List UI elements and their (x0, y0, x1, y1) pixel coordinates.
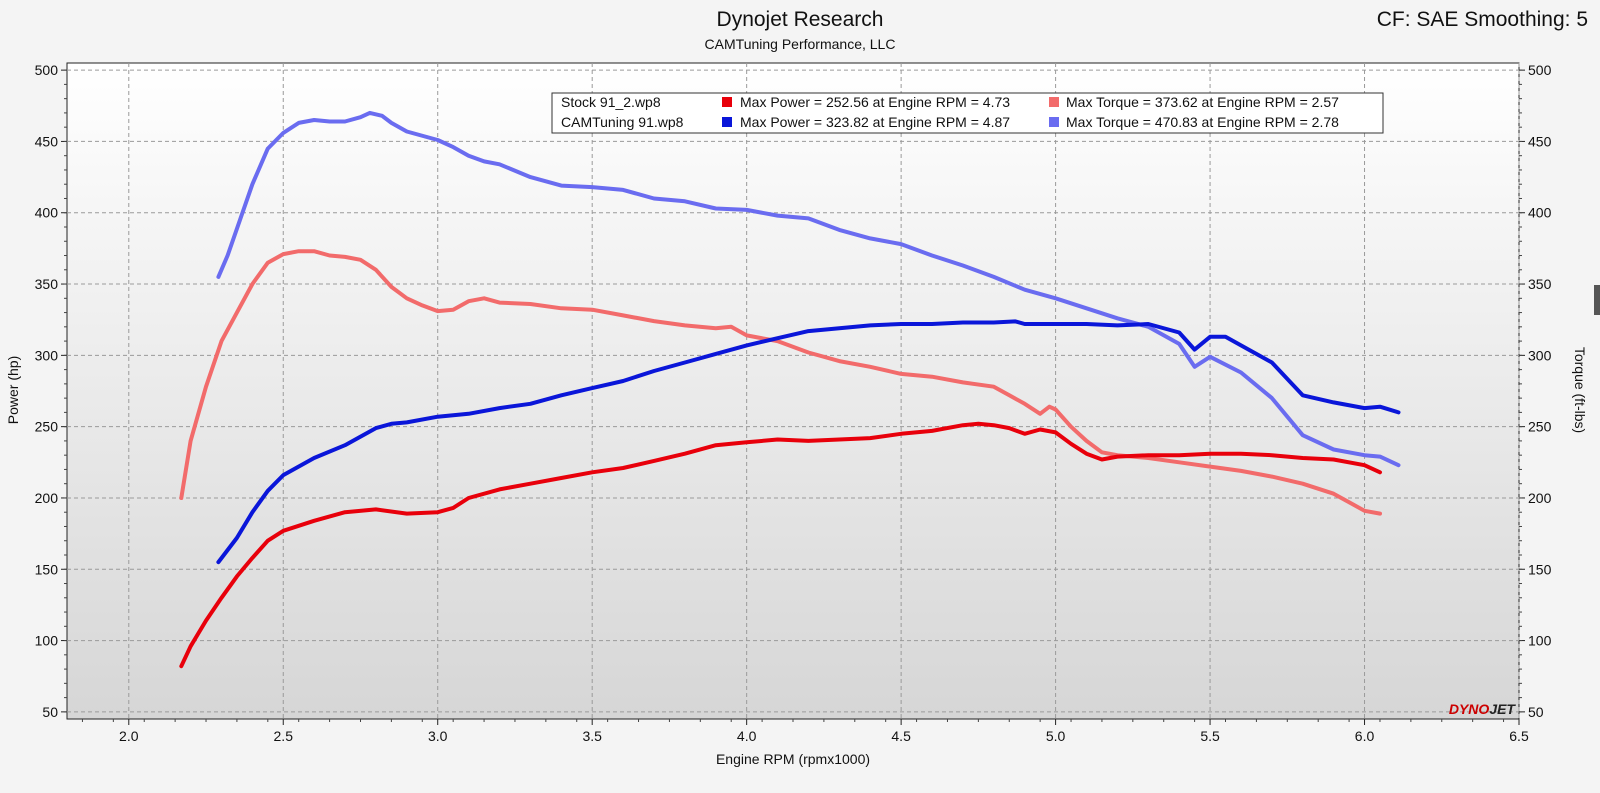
x-tick-label: 2.0 (119, 728, 139, 744)
x-tick-label: 2.5 (274, 728, 294, 744)
legend-max-power: Max Power = 323.82 at Engine RPM = 4.87 (740, 114, 1010, 130)
legend-max-torque: Max Torque = 373.62 at Engine RPM = 2.57 (1066, 94, 1339, 110)
axes: 2.0 2.5 3.0 3.5 4.0 4.5 5.0 5.5 6.0 6.5 50 50 100 100… (35, 62, 1552, 744)
y-tick-label: 150 (35, 561, 59, 577)
y-tick-label: 350 (35, 276, 59, 292)
data-series (179, 110, 1401, 669)
y-tick-label: 450 (35, 133, 59, 149)
legend-run-file: Stock 91_2.wp8 (561, 94, 661, 110)
series-line (216, 319, 1401, 565)
legend-run-file: CAMTuning 91.wp8 (561, 114, 684, 130)
plot-area (66, 62, 1520, 720)
legend-max-torque: Max Torque = 470.83 at Engine RPM = 2.78 (1066, 114, 1339, 130)
x-axis-label: Engine RPM (rpmx1000) (716, 751, 870, 767)
y-tick-label: 300 (35, 347, 59, 363)
legend-swatch (1049, 117, 1059, 127)
x-tick-label: 5.5 (1200, 728, 1220, 744)
y-tick-label: 200 (35, 490, 59, 506)
y-axis-label-right: Torque (ft-lbs) (1572, 347, 1588, 433)
y2-tick-label: 200 (1528, 490, 1552, 506)
x-tick-label: 6.0 (1355, 728, 1375, 744)
y2-tick-label: 350 (1528, 276, 1552, 292)
series-line (216, 110, 1401, 468)
y2-tick-label: 400 (1528, 205, 1552, 221)
side-scroll-tab[interactable] (1594, 285, 1600, 315)
grid-lines (67, 63, 1520, 719)
y-axis-label-left: Power (hp) (5, 356, 21, 424)
y2-tick-label: 250 (1528, 419, 1552, 435)
y2-tick-label: 150 (1528, 561, 1552, 577)
legend-swatch (722, 97, 732, 107)
chart-title: Dynojet Research (717, 8, 884, 31)
y2-tick-label: 300 (1528, 347, 1552, 363)
y-tick-label: 100 (35, 633, 59, 649)
y-tick-label: 50 (42, 704, 58, 720)
legend: Stock 91_2.wp8 Max Power = 252.56 at Eng… (551, 92, 1384, 134)
correction-factor-info: CF: SAE Smoothing: 5 (1377, 8, 1588, 31)
x-tick-label: 3.5 (582, 728, 602, 744)
y-tick-label: 400 (35, 205, 59, 221)
y2-tick-label: 100 (1528, 633, 1552, 649)
legend-max-power: Max Power = 252.56 at Engine RPM = 4.73 (740, 94, 1010, 110)
y2-tick-label: 50 (1528, 704, 1544, 720)
series-line (179, 421, 1382, 669)
logo-text-jet: JET (1489, 701, 1516, 717)
x-tick-label: 6.5 (1509, 728, 1529, 744)
x-tick-label: 4.0 (737, 728, 757, 744)
y2-tick-label: 450 (1528, 133, 1552, 149)
y-tick-label: 500 (35, 62, 59, 78)
legend-box (551, 92, 1384, 134)
dynojet-logo: DYNOJET (1449, 701, 1517, 717)
chart-subtitle: CAMTuning Performance, LLC (705, 36, 896, 52)
y-tick-label: 250 (35, 419, 59, 435)
x-tick-label: 5.0 (1046, 728, 1066, 744)
legend-swatch (1049, 97, 1059, 107)
legend-swatch (722, 117, 732, 127)
y2-tick-label: 500 (1528, 62, 1552, 78)
logo-text-dyno: DYNO (1449, 701, 1490, 717)
x-tick-label: 3.0 (428, 728, 448, 744)
x-tick-label: 4.5 (891, 728, 911, 744)
